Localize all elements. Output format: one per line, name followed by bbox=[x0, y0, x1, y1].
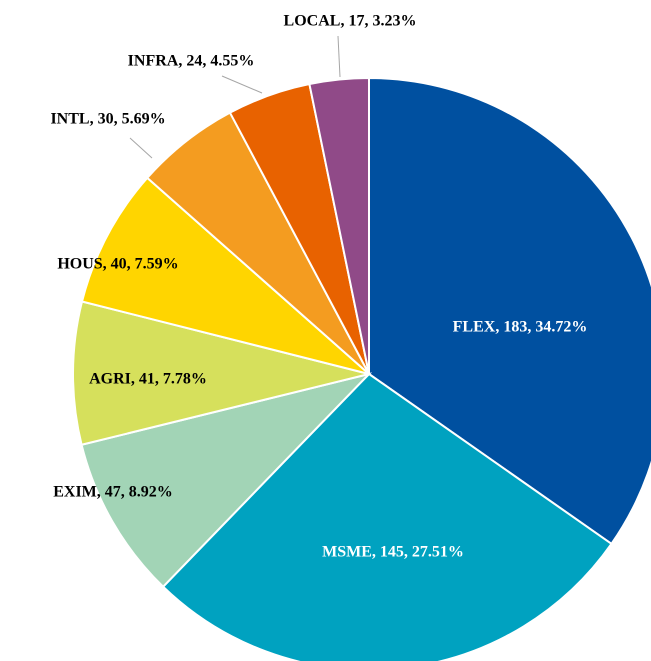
data-label: MSME, 145, 27.51% bbox=[322, 544, 464, 561]
data-label: INTL, 30, 5.69% bbox=[50, 111, 165, 128]
pie-slice bbox=[308, 76, 370, 375]
pie-slice bbox=[161, 372, 613, 661]
pie-slice bbox=[72, 300, 370, 446]
data-label: FLEX, 183, 34.72% bbox=[453, 319, 588, 336]
pie-slice bbox=[80, 176, 370, 375]
data-label: INFRA, 24, 4.55% bbox=[128, 53, 255, 70]
leader-line bbox=[129, 137, 153, 159]
data-label: EXIM, 47, 8.92% bbox=[53, 484, 173, 501]
data-label: HOUS, 40, 7.59% bbox=[57, 256, 178, 273]
leader-line bbox=[221, 75, 263, 94]
data-label: LOCAL, 17, 3.23% bbox=[284, 13, 417, 30]
data-label: AGRI, 41, 7.78% bbox=[89, 371, 207, 388]
leader-line bbox=[337, 35, 341, 78]
